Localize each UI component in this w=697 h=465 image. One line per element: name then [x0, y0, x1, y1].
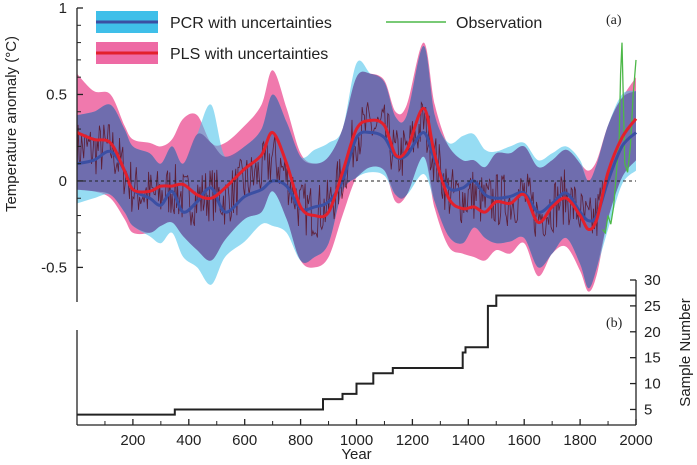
band-overlap — [77, 46, 636, 289]
legend-label-observation: Observation — [456, 15, 542, 32]
pcr-mean-line — [76, 130, 638, 223]
x-tick-label: 1400 — [452, 432, 485, 449]
legend-label-pcr: PCR with uncertainties — [170, 15, 332, 32]
observation-line — [601, 42, 637, 235]
x-tick-label: 400 — [176, 432, 201, 449]
x-tick-label: 1000 — [340, 432, 373, 449]
x-axis: 200 400 600 800 1000 1200 1400 1600 1800 2000 — [77, 419, 653, 449]
mean-series — [76, 106, 638, 231]
x-tick-label: 800 — [288, 432, 313, 449]
y-tick-label-b: 15 — [644, 350, 661, 367]
sample-number-line — [77, 294, 636, 416]
y-tick-label-b: 10 — [644, 376, 661, 393]
y-tick-label-a: -0.5 — [41, 259, 67, 276]
x-tick-label: 200 — [120, 432, 145, 449]
panel-label-a: (a) — [606, 13, 622, 28]
x-tick-label: 1800 — [563, 432, 596, 449]
legend: PCR with uncertainties PLS with uncertain… — [96, 11, 542, 64]
y-axis-label-temperature: Temperature anomaly (°C) — [3, 36, 20, 212]
pls-mean-line — [76, 106, 638, 231]
y-tick-label-b: 20 — [644, 324, 661, 341]
uncertainty-bands — [77, 42, 636, 292]
y-tick-label-a: 1 — [59, 0, 67, 17]
x-tick-label: 600 — [232, 432, 257, 449]
observation-series — [601, 42, 637, 235]
legend-label-pls: PLS with uncertainties — [170, 46, 328, 63]
panel-b-axes: 5 10 15 20 25 30 — [76, 272, 661, 425]
panel-a-temperature: 1 0.5 0 -0.5 Temperature anomaly (°C) (a) P… — [3, 0, 638, 302]
x-tick-label: 2000 — [619, 432, 652, 449]
x-tick-label: 1200 — [396, 432, 429, 449]
y-tick-label-b: 30 — [644, 272, 661, 289]
y-tick-label-b: 5 — [644, 401, 652, 418]
x-tick-label: 1600 — [508, 432, 541, 449]
y-axis-label-sample-number: Sample Number — [677, 298, 694, 406]
panel-a-axes: 1 0.5 0 -0.5 — [41, 0, 83, 302]
y-tick-label-a: 0 — [59, 173, 67, 190]
panel-label-b: (b) — [606, 316, 623, 331]
y-tick-label-b: 25 — [644, 298, 661, 315]
x-axis-label: Year — [341, 446, 371, 463]
y-tick-label-a: 0.5 — [46, 86, 67, 103]
panel-b-sample-number: 5 10 15 20 25 30 Sample Number (b) — [76, 272, 694, 425]
